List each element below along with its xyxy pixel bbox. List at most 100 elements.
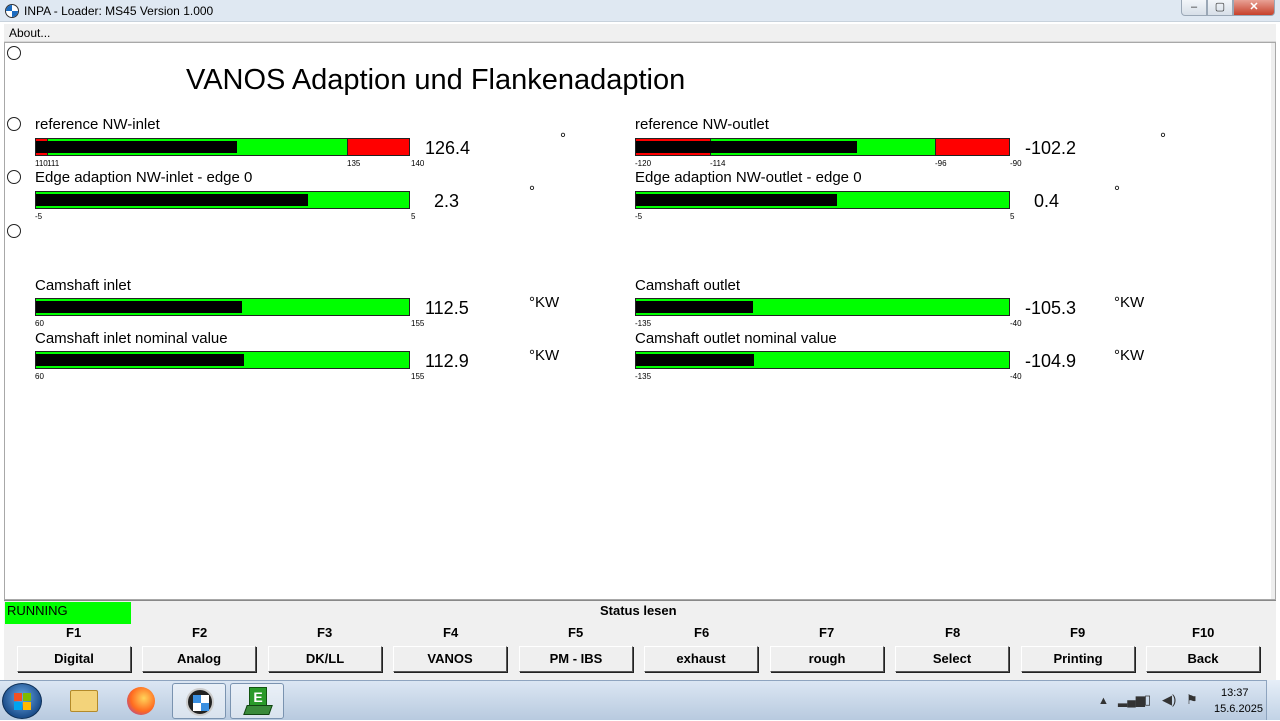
- f4-vanos-button[interactable]: VANOS: [393, 646, 507, 672]
- ref-inlet-tick-3: 135: [347, 159, 361, 168]
- start-button[interactable]: [2, 683, 42, 719]
- menu-bar: About...: [4, 24, 1276, 42]
- cam-outlet-nominal-unit: °KW: [1114, 347, 1145, 364]
- cam-inlet-max-tick: 155: [411, 319, 425, 328]
- windows-logo-blue: [14, 702, 22, 710]
- cam-outlet-max-tick: -40: [1010, 319, 1022, 328]
- ref-outlet-fill: [636, 141, 858, 153]
- fkey-label-f7: F7: [819, 625, 835, 640]
- fkey-label-f3: F3: [317, 625, 333, 640]
- network-signal-icon[interactable]: ▂▄▆: [1118, 693, 1145, 707]
- title-bar: INPA - Loader: MS45 Version 1.000 – ▢ ✕: [0, 0, 1280, 22]
- folder-icon: [70, 690, 98, 712]
- volume-icon[interactable]: ◀): [1162, 692, 1177, 707]
- taskbar-ediabas[interactable]: E: [230, 683, 284, 719]
- edge-inlet-label: Edge adaption NW-inlet - edge 0: [35, 169, 253, 186]
- cam-outlet-nominal-fill: [636, 354, 755, 366]
- fkey-label-f8: F8: [945, 625, 961, 640]
- ref-inlet-tick-2: 111: [47, 159, 60, 168]
- selection-radio-2[interactable]: [7, 117, 21, 131]
- bmw-logo-icon: [186, 688, 214, 716]
- clock-time[interactable]: 13:37: [1221, 687, 1249, 699]
- menu-item-about[interactable]: About...: [9, 26, 51, 40]
- selection-radio-4[interactable]: [7, 224, 21, 238]
- f5-pm-ibs-button[interactable]: PM - IBS: [519, 646, 633, 672]
- ref-inlet-high-zone: [347, 139, 409, 155]
- cam-inlet-nominal-max-tick: 155: [411, 372, 425, 381]
- edge-outlet-fill: [636, 194, 838, 206]
- selection-radio-3[interactable]: [7, 170, 21, 184]
- minimize-button[interactable]: –: [1181, 0, 1207, 16]
- f6-exhaust-button[interactable]: exhaust: [644, 646, 758, 672]
- edge-outlet-bar: [635, 191, 1010, 209]
- ref-inlet-max-tick: 140: [411, 159, 425, 168]
- edge-inlet-max-tick: 5: [411, 212, 416, 221]
- close-button[interactable]: ✕: [1233, 0, 1275, 16]
- f3-dkll-button[interactable]: DK/LL: [268, 646, 382, 672]
- cam-inlet-nominal-label: Camshaft inlet nominal value: [35, 330, 228, 347]
- cam-inlet-value: 112.5: [425, 298, 469, 318]
- edge-inlet-value: 2.3: [434, 191, 460, 211]
- ref-inlet-min-tick: 110: [35, 159, 48, 168]
- tray-expand-icon[interactable]: ▲: [1098, 695, 1109, 707]
- battery-icon[interactable]: ▯: [1144, 692, 1152, 707]
- ref-inlet-bar: [35, 138, 410, 156]
- fkey-label-f6: F6: [694, 625, 710, 640]
- window-title: INPA - Loader: MS45 Version 1.000: [24, 4, 214, 18]
- ref-outlet-tick-3: -96: [935, 159, 947, 168]
- ref-outlet-high-zone: [935, 139, 1009, 155]
- edge-outlet-max-tick: 5: [1010, 212, 1015, 221]
- status-area: RUNNING Status lesen F1 Digital F2 Analo…: [4, 600, 1276, 680]
- cam-inlet-nominal-bar: [35, 351, 410, 369]
- taskbar: E ▲ ▂▄▆ ▯ ◀) ⚑: [0, 680, 1280, 720]
- cam-outlet-fill: [636, 301, 753, 313]
- fkey-label-f2: F2: [192, 625, 208, 640]
- cam-inlet-unit: °KW: [529, 294, 560, 311]
- show-desktop-button[interactable]: [1266, 680, 1280, 720]
- taskbar-inpa[interactable]: [172, 683, 226, 719]
- fkey-label-f9: F9: [1070, 625, 1086, 640]
- clock-date[interactable]: 15.6.2025: [1214, 703, 1263, 715]
- selection-radio-1[interactable]: [7, 46, 21, 60]
- edge-inlet-fill: [36, 194, 309, 206]
- cam-inlet-min-tick: 60: [35, 319, 44, 328]
- ediabas-book: [243, 705, 273, 715]
- status-title: Status lesen: [600, 603, 677, 618]
- ref-outlet-min-tick: -120: [635, 159, 652, 168]
- taskbar-explorer[interactable]: [56, 683, 110, 719]
- f9-printing-button[interactable]: Printing: [1021, 646, 1135, 672]
- cam-inlet-nominal-unit: °KW: [529, 347, 560, 364]
- taskbar-firefox[interactable]: [114, 683, 168, 719]
- fkey-label-f5: F5: [568, 625, 584, 640]
- cam-inlet-label: Camshaft inlet: [35, 277, 131, 294]
- cam-inlet-bar: [35, 298, 410, 316]
- cam-outlet-nominal-min-tick: -135: [635, 372, 652, 381]
- f7-rough-button[interactable]: rough: [770, 646, 884, 672]
- cam-outlet-unit: °KW: [1114, 294, 1145, 311]
- cam-outlet-nominal-label: Camshaft outlet nominal value: [635, 330, 837, 347]
- ref-outlet-value: -102.2: [1025, 138, 1077, 158]
- cam-outlet-bar: [635, 298, 1010, 316]
- edge-inlet-min-tick: -5: [35, 212, 43, 221]
- system-tray: ▲ ▂▄▆ ▯ ◀) ⚑: [1090, 681, 1250, 721]
- vertical-scrollbar[interactable]: [1271, 43, 1275, 599]
- windows-logo-green: [23, 693, 31, 701]
- fkey-label-f4: F4: [443, 625, 459, 640]
- inpa-app-icon: [5, 4, 19, 18]
- windows-logo-red: [14, 693, 22, 701]
- ediabas-letter: E: [249, 687, 267, 707]
- action-center-flag-icon[interactable]: ⚑: [1186, 692, 1198, 707]
- client-area: VANOS Adaption und Flankenadaption refer…: [4, 42, 1276, 600]
- firefox-icon: [127, 687, 155, 715]
- ref-outlet-bar: [635, 138, 1010, 156]
- f2-analog-button[interactable]: Analog: [142, 646, 256, 672]
- fkey-label-f1: F1: [66, 625, 82, 640]
- f8-select-button[interactable]: Select: [895, 646, 1009, 672]
- cam-inlet-nominal-min-tick: 60: [35, 372, 44, 381]
- f1-digital-button[interactable]: Digital: [17, 646, 131, 672]
- f10-back-button[interactable]: Back: [1146, 646, 1260, 672]
- ref-outlet-tick-2: -114: [710, 159, 726, 168]
- cam-outlet-min-tick: -135: [635, 319, 652, 328]
- maximize-button[interactable]: ▢: [1207, 0, 1233, 16]
- edge-outlet-label: Edge adaption NW-outlet - edge 0: [635, 169, 862, 186]
